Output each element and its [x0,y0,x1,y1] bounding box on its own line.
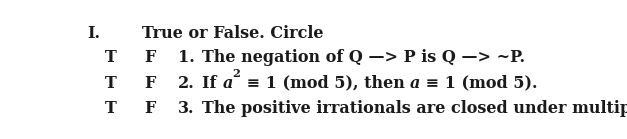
Text: 3.: 3. [178,100,194,117]
Text: The positive irrationals are closed under multiplication.: The positive irrationals are closed unde… [203,100,627,117]
Text: True or False. Circle: True or False. Circle [142,25,323,42]
Text: 2.: 2. [178,75,195,92]
Text: If: If [203,75,223,92]
Text: ≡ 1 (mod 5).: ≡ 1 (mod 5). [421,75,538,92]
Text: ≡ 1 (mod 5), then: ≡ 1 (mod 5), then [241,75,410,92]
Text: F: F [144,75,155,92]
Text: I.: I. [87,25,100,42]
Text: T: T [105,75,117,92]
Text: 1.: 1. [178,49,195,66]
Text: T: T [105,100,117,117]
Text: 2: 2 [233,68,241,79]
Text: T: T [105,49,117,66]
Text: a: a [410,75,421,92]
Text: F: F [144,100,155,117]
Text: a: a [223,75,233,92]
Text: F: F [144,49,155,66]
Text: The negation of Q —> P is Q —> ~P.: The negation of Q —> P is Q —> ~P. [203,49,525,66]
